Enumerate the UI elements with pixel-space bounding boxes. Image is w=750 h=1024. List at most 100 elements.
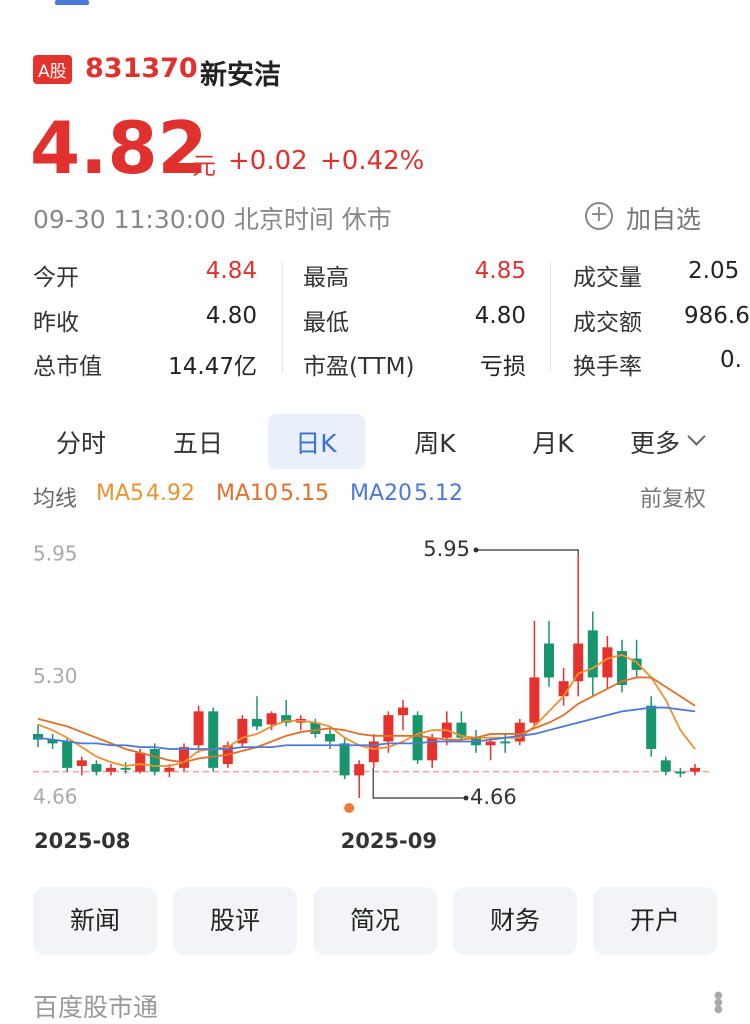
status: 09-30 11:30:00 北京时间 休市 bbox=[33, 205, 392, 234]
candle-body bbox=[558, 681, 569, 697]
candle-body bbox=[646, 705, 657, 750]
candle-body bbox=[617, 651, 627, 685]
tab[interactable]: 日K bbox=[295, 429, 337, 458]
candle-body bbox=[368, 741, 379, 763]
ma-value: 5.15 bbox=[280, 481, 329, 506]
stat-value: 986.6 bbox=[684, 303, 750, 329]
tab[interactable]: 更多 bbox=[629, 429, 680, 458]
candle-body bbox=[354, 764, 365, 776]
change-pct: +0.42% bbox=[320, 146, 425, 176]
stock-name: 新安洁 bbox=[200, 60, 281, 91]
stat-label: 换手率 bbox=[573, 354, 642, 380]
menu-dots[interactable]: ● ● ● bbox=[714, 990, 723, 1015]
button[interactable]: 开户 bbox=[593, 887, 717, 955]
unit: 元 bbox=[192, 152, 216, 180]
stat-label: 成交量 bbox=[573, 265, 642, 291]
ma-line bbox=[37, 706, 696, 750]
stat-label: 成交额 bbox=[573, 310, 642, 336]
candle-body bbox=[602, 647, 613, 678]
stat-label: 总市值 bbox=[33, 354, 102, 380]
candle-body bbox=[47, 739, 58, 744]
button[interactable]: 财务 bbox=[453, 887, 577, 955]
divider bbox=[282, 262, 283, 372]
candle-body bbox=[456, 722, 467, 738]
candle-body bbox=[179, 747, 189, 768]
candle-body bbox=[281, 715, 292, 723]
candle-body bbox=[573, 643, 584, 682]
stat-value: 4.80 bbox=[205, 303, 257, 329]
tab[interactable]: 五日 bbox=[172, 429, 223, 458]
candle-body bbox=[62, 741, 73, 768]
candle-body bbox=[266, 713, 277, 725]
button[interactable]: 新闻 bbox=[33, 887, 157, 955]
tab[interactable]: 分时 bbox=[55, 429, 106, 458]
candle-body bbox=[690, 767, 700, 772]
candle-body bbox=[675, 771, 686, 774]
badge: A股 bbox=[33, 55, 72, 84]
candle-body bbox=[193, 711, 204, 746]
candle-body bbox=[91, 764, 102, 772]
candle-body bbox=[427, 737, 438, 761]
candle-body bbox=[398, 707, 408, 716]
candle-body bbox=[514, 722, 525, 742]
ma-line bbox=[37, 653, 696, 767]
candle-body bbox=[106, 767, 116, 772]
candle-body bbox=[76, 760, 87, 766]
price: 4.82 bbox=[30, 106, 208, 190]
ma-value: 4.92 bbox=[146, 481, 195, 506]
add-watch[interactable]: 加自选 bbox=[626, 205, 702, 234]
candle-body bbox=[587, 630, 598, 678]
y-tick-label: 5.30 bbox=[33, 664, 78, 688]
candle-body bbox=[252, 718, 262, 727]
y-tick-label: 4.66 bbox=[33, 785, 78, 809]
code: 831370 bbox=[85, 53, 198, 84]
stat-label: 最高 bbox=[303, 265, 349, 291]
stat-value: 4.84 bbox=[205, 258, 257, 284]
candle-body bbox=[325, 733, 335, 742]
candle-body bbox=[660, 760, 671, 772]
candle-body bbox=[412, 715, 423, 761]
candle-body bbox=[500, 741, 511, 744]
button[interactable]: 简况 bbox=[313, 887, 437, 955]
stat-value: 4.85 bbox=[474, 258, 526, 284]
stat-label: 昨收 bbox=[33, 310, 79, 336]
low-label: 4.66 bbox=[470, 785, 517, 809]
stat-value: 4.80 bbox=[474, 303, 526, 329]
low-marker bbox=[344, 803, 355, 813]
ma-value: 5.12 bbox=[414, 481, 463, 506]
candle-body bbox=[310, 722, 321, 734]
tab-active-bg bbox=[268, 414, 365, 469]
add-icon[interactable]: + bbox=[585, 202, 613, 230]
ma-name: MA20 bbox=[350, 481, 413, 506]
ma-name: MA5 bbox=[96, 481, 145, 506]
high-dot bbox=[473, 547, 479, 553]
candle-body bbox=[120, 767, 131, 770]
tab[interactable]: 周K bbox=[414, 429, 456, 458]
candle-body bbox=[529, 677, 540, 723]
tab-indicator bbox=[55, 0, 89, 5]
change: +0.02 bbox=[228, 146, 308, 176]
divider bbox=[550, 262, 551, 372]
high-label: 5.95 bbox=[423, 537, 470, 561]
x-tick-label: 2025-08 bbox=[34, 829, 130, 853]
ma-title: 均线 bbox=[33, 487, 78, 512]
candle-body bbox=[149, 749, 160, 772]
candle-body bbox=[208, 711, 219, 768]
candle-body bbox=[237, 718, 248, 744]
candle-body bbox=[544, 643, 554, 678]
stat-value: 2.05 bbox=[688, 258, 740, 284]
candle-body bbox=[33, 733, 43, 740]
button[interactable]: 股评 bbox=[173, 887, 297, 955]
stat-label: 最低 bbox=[303, 310, 349, 336]
low-leader bbox=[372, 768, 466, 799]
candle-body bbox=[631, 658, 642, 670]
tab[interactable]: 月K bbox=[532, 429, 574, 458]
ma-name: MA10 bbox=[216, 481, 279, 506]
adjust[interactable]: 前复权 bbox=[640, 487, 707, 512]
stat-label: 市盈(TTM) bbox=[303, 354, 415, 380]
ma-line bbox=[37, 676, 696, 764]
stat-label: 今开 bbox=[33, 265, 79, 291]
candle-body bbox=[485, 741, 496, 746]
